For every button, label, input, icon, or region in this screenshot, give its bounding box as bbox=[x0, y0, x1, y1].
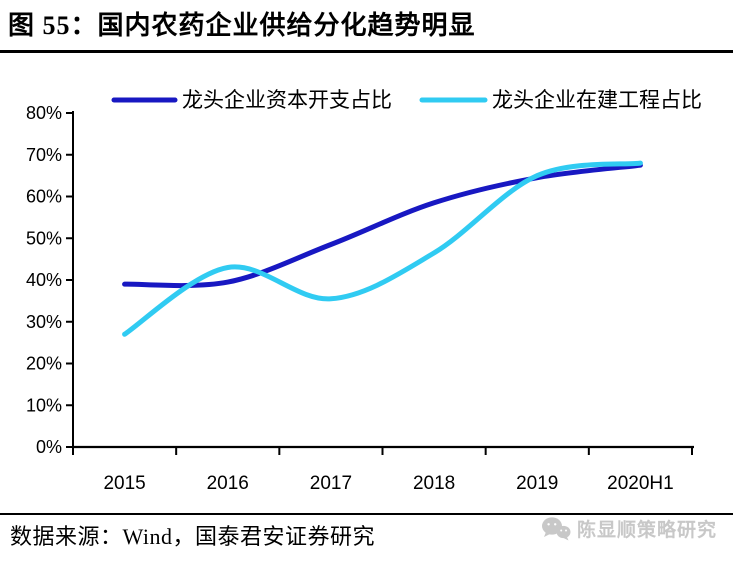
data-source: 数据来源：Wind，国泰君安证券研究 bbox=[10, 524, 375, 549]
wechat-icon bbox=[542, 516, 571, 540]
y-axis-label: 60% bbox=[26, 187, 62, 207]
watermark-text: 陈显顺策略研究 bbox=[577, 520, 718, 541]
figure-title: 图 55：国内农药企业供给分化趋势明显 bbox=[8, 11, 476, 40]
line-chart: 龙头企业资本开支占比 龙头企业在建工程占比 0% 10% 20% 30% 40% 50% 60%… bbox=[26, 89, 702, 494]
series-line-1 bbox=[122, 162, 643, 289]
x-axis-label: 2015 bbox=[103, 473, 145, 494]
y-axis-label: 30% bbox=[26, 312, 62, 332]
x-axis-label: 2017 bbox=[310, 473, 352, 494]
watermark: 陈显顺策略研究 bbox=[541, 515, 717, 542]
legend-item: 龙头企业在建工程占比 bbox=[419, 89, 702, 112]
legend-label: 龙头企业在建工程占比 bbox=[492, 89, 702, 112]
footer-divider bbox=[0, 513, 733, 515]
y-axis-label: 50% bbox=[26, 228, 62, 248]
y-axis-label: 10% bbox=[26, 395, 62, 415]
x-axis-label: 2020H1 bbox=[607, 473, 674, 494]
y-axis-label: 70% bbox=[26, 145, 62, 165]
legend-item: 龙头企业资本开支占比 bbox=[111, 89, 392, 112]
y-axis-label: 0% bbox=[36, 437, 62, 457]
legend-label: 龙头企业资本开支占比 bbox=[182, 89, 392, 112]
x-axis-label: 2018 bbox=[413, 473, 455, 494]
y-axis-label: 20% bbox=[26, 354, 62, 374]
series-line-2 bbox=[122, 160, 643, 337]
y-axis-label: 80% bbox=[26, 103, 62, 123]
y-axis-label: 40% bbox=[26, 270, 62, 290]
title-divider bbox=[0, 50, 733, 53]
x-axis-label: 2019 bbox=[516, 473, 558, 494]
x-axis-label: 2016 bbox=[207, 473, 249, 494]
